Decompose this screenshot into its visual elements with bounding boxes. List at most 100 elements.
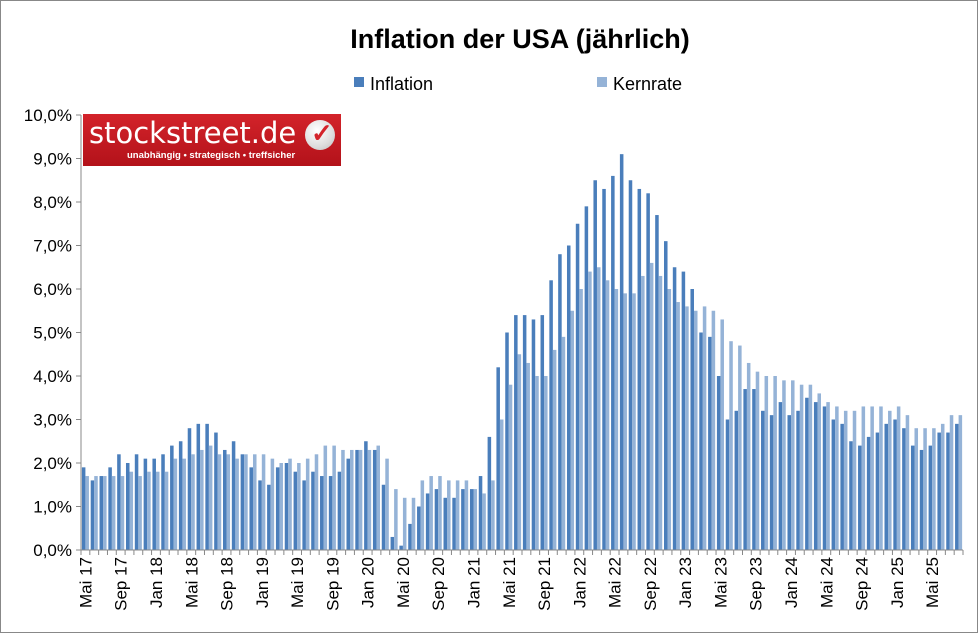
bar-kernrate bbox=[852, 410, 857, 550]
bar-inflation bbox=[919, 449, 924, 550]
x-tick-label: Mai 21 bbox=[500, 557, 519, 608]
bar-inflation bbox=[434, 489, 439, 550]
bar-inflation bbox=[214, 432, 218, 550]
y-tick-label: 3,0% bbox=[33, 411, 72, 430]
bar-inflation bbox=[725, 419, 730, 550]
bar-kernrate bbox=[738, 345, 742, 550]
bar-inflation bbox=[231, 441, 236, 550]
bar-kernrate bbox=[385, 458, 389, 550]
bar-inflation bbox=[699, 332, 703, 550]
bar-inflation bbox=[267, 484, 271, 550]
bar-kernrate bbox=[614, 289, 619, 550]
bar-inflation bbox=[575, 223, 580, 550]
bar-kernrate bbox=[949, 415, 954, 550]
x-tick-label: Mai 19 bbox=[288, 557, 307, 608]
y-tick-label: 7,0% bbox=[33, 237, 72, 256]
bar-kernrate bbox=[914, 428, 919, 550]
bar-kernrate bbox=[402, 497, 407, 550]
bar-kernrate bbox=[252, 454, 257, 550]
x-tick-label: Mai 25 bbox=[923, 557, 942, 608]
x-tick-label: Jan 18 bbox=[147, 557, 166, 608]
bar-kernrate bbox=[217, 454, 222, 550]
bar-kernrate bbox=[685, 306, 689, 550]
bar-kernrate bbox=[429, 476, 433, 550]
bar-kernrate bbox=[208, 445, 213, 550]
bar-kernrate bbox=[111, 476, 116, 550]
bar-inflation bbox=[531, 319, 536, 550]
bar-inflation bbox=[99, 476, 104, 550]
bar-kernrate bbox=[508, 384, 513, 550]
bar-inflation bbox=[566, 245, 571, 550]
y-tick-label: 0,0% bbox=[33, 541, 72, 560]
bar-inflation bbox=[822, 406, 827, 550]
x-tick-label: Jan 22 bbox=[570, 557, 589, 608]
bar-kernrate bbox=[129, 471, 134, 550]
bar-inflation bbox=[690, 289, 694, 550]
bar-inflation bbox=[372, 449, 377, 550]
y-tick-label: 6,0% bbox=[33, 280, 72, 299]
bar-kernrate bbox=[923, 428, 927, 550]
bar-kernrate bbox=[711, 310, 716, 550]
bar-inflation bbox=[593, 180, 597, 550]
bar-kernrate bbox=[411, 497, 416, 550]
bar-inflation bbox=[355, 449, 359, 550]
bar-kernrate bbox=[658, 275, 663, 550]
bar-kernrate bbox=[455, 480, 460, 550]
bar-kernrate bbox=[323, 445, 328, 550]
bar-inflation bbox=[796, 410, 800, 550]
bar-kernrate bbox=[799, 384, 804, 550]
bar-kernrate bbox=[861, 406, 866, 550]
bar-inflation bbox=[487, 436, 492, 550]
bar-inflation bbox=[240, 454, 245, 550]
bar-inflation bbox=[417, 506, 421, 550]
x-tick-label: Jan 24 bbox=[782, 557, 801, 608]
bar-kernrate bbox=[843, 410, 848, 550]
bar-inflation bbox=[902, 428, 906, 550]
legend-label-kernrate: Kernrate bbox=[613, 74, 682, 94]
bar-kernrate bbox=[905, 415, 910, 550]
bar-kernrate bbox=[773, 376, 777, 550]
bar-kernrate bbox=[155, 471, 160, 550]
bar-kernrate bbox=[305, 458, 310, 550]
bar-kernrate bbox=[191, 454, 195, 550]
x-tick-label: Jan 25 bbox=[888, 557, 907, 608]
bar-inflation bbox=[452, 497, 456, 550]
bar-kernrate bbox=[517, 354, 522, 550]
bar-inflation bbox=[937, 432, 941, 550]
bar-inflation bbox=[90, 480, 95, 550]
bar-kernrate bbox=[447, 480, 451, 550]
y-tick-label: 4,0% bbox=[33, 367, 72, 386]
bar-kernrate bbox=[314, 454, 319, 550]
chart-title: Inflation der USA (jährlich) bbox=[350, 24, 690, 54]
bar-inflation bbox=[196, 423, 201, 550]
bar-kernrate bbox=[693, 310, 698, 550]
bar-inflation bbox=[161, 454, 165, 550]
bar-kernrate bbox=[438, 476, 442, 550]
bar-inflation bbox=[223, 449, 227, 550]
x-tick-label: Mai 24 bbox=[817, 557, 836, 608]
bar-kernrate bbox=[755, 371, 760, 550]
y-tick-label: 10,0% bbox=[24, 106, 72, 125]
x-tick-label: Mai 17 bbox=[76, 557, 95, 608]
bar-inflation bbox=[875, 432, 880, 550]
bar-inflation bbox=[619, 154, 624, 550]
bar-inflation bbox=[390, 536, 395, 550]
bar-inflation bbox=[769, 415, 774, 550]
bar-inflation bbox=[478, 476, 483, 550]
x-tick-label: Sep 21 bbox=[535, 557, 554, 611]
bar-kernrate bbox=[702, 306, 707, 550]
x-tick-label: Mai 22 bbox=[606, 557, 625, 608]
bar-kernrate bbox=[94, 476, 98, 550]
bar-inflation bbox=[849, 441, 853, 550]
bar-inflation bbox=[558, 254, 562, 550]
bar-kernrate bbox=[297, 463, 301, 550]
bar-kernrate bbox=[499, 419, 504, 550]
bar-kernrate bbox=[85, 476, 89, 550]
bar-inflation bbox=[170, 445, 174, 550]
bar-kernrate bbox=[623, 293, 627, 550]
bar-kernrate bbox=[226, 454, 231, 550]
bar-inflation bbox=[461, 489, 465, 550]
bar-inflation bbox=[858, 445, 862, 550]
bar-kernrate bbox=[120, 476, 125, 550]
